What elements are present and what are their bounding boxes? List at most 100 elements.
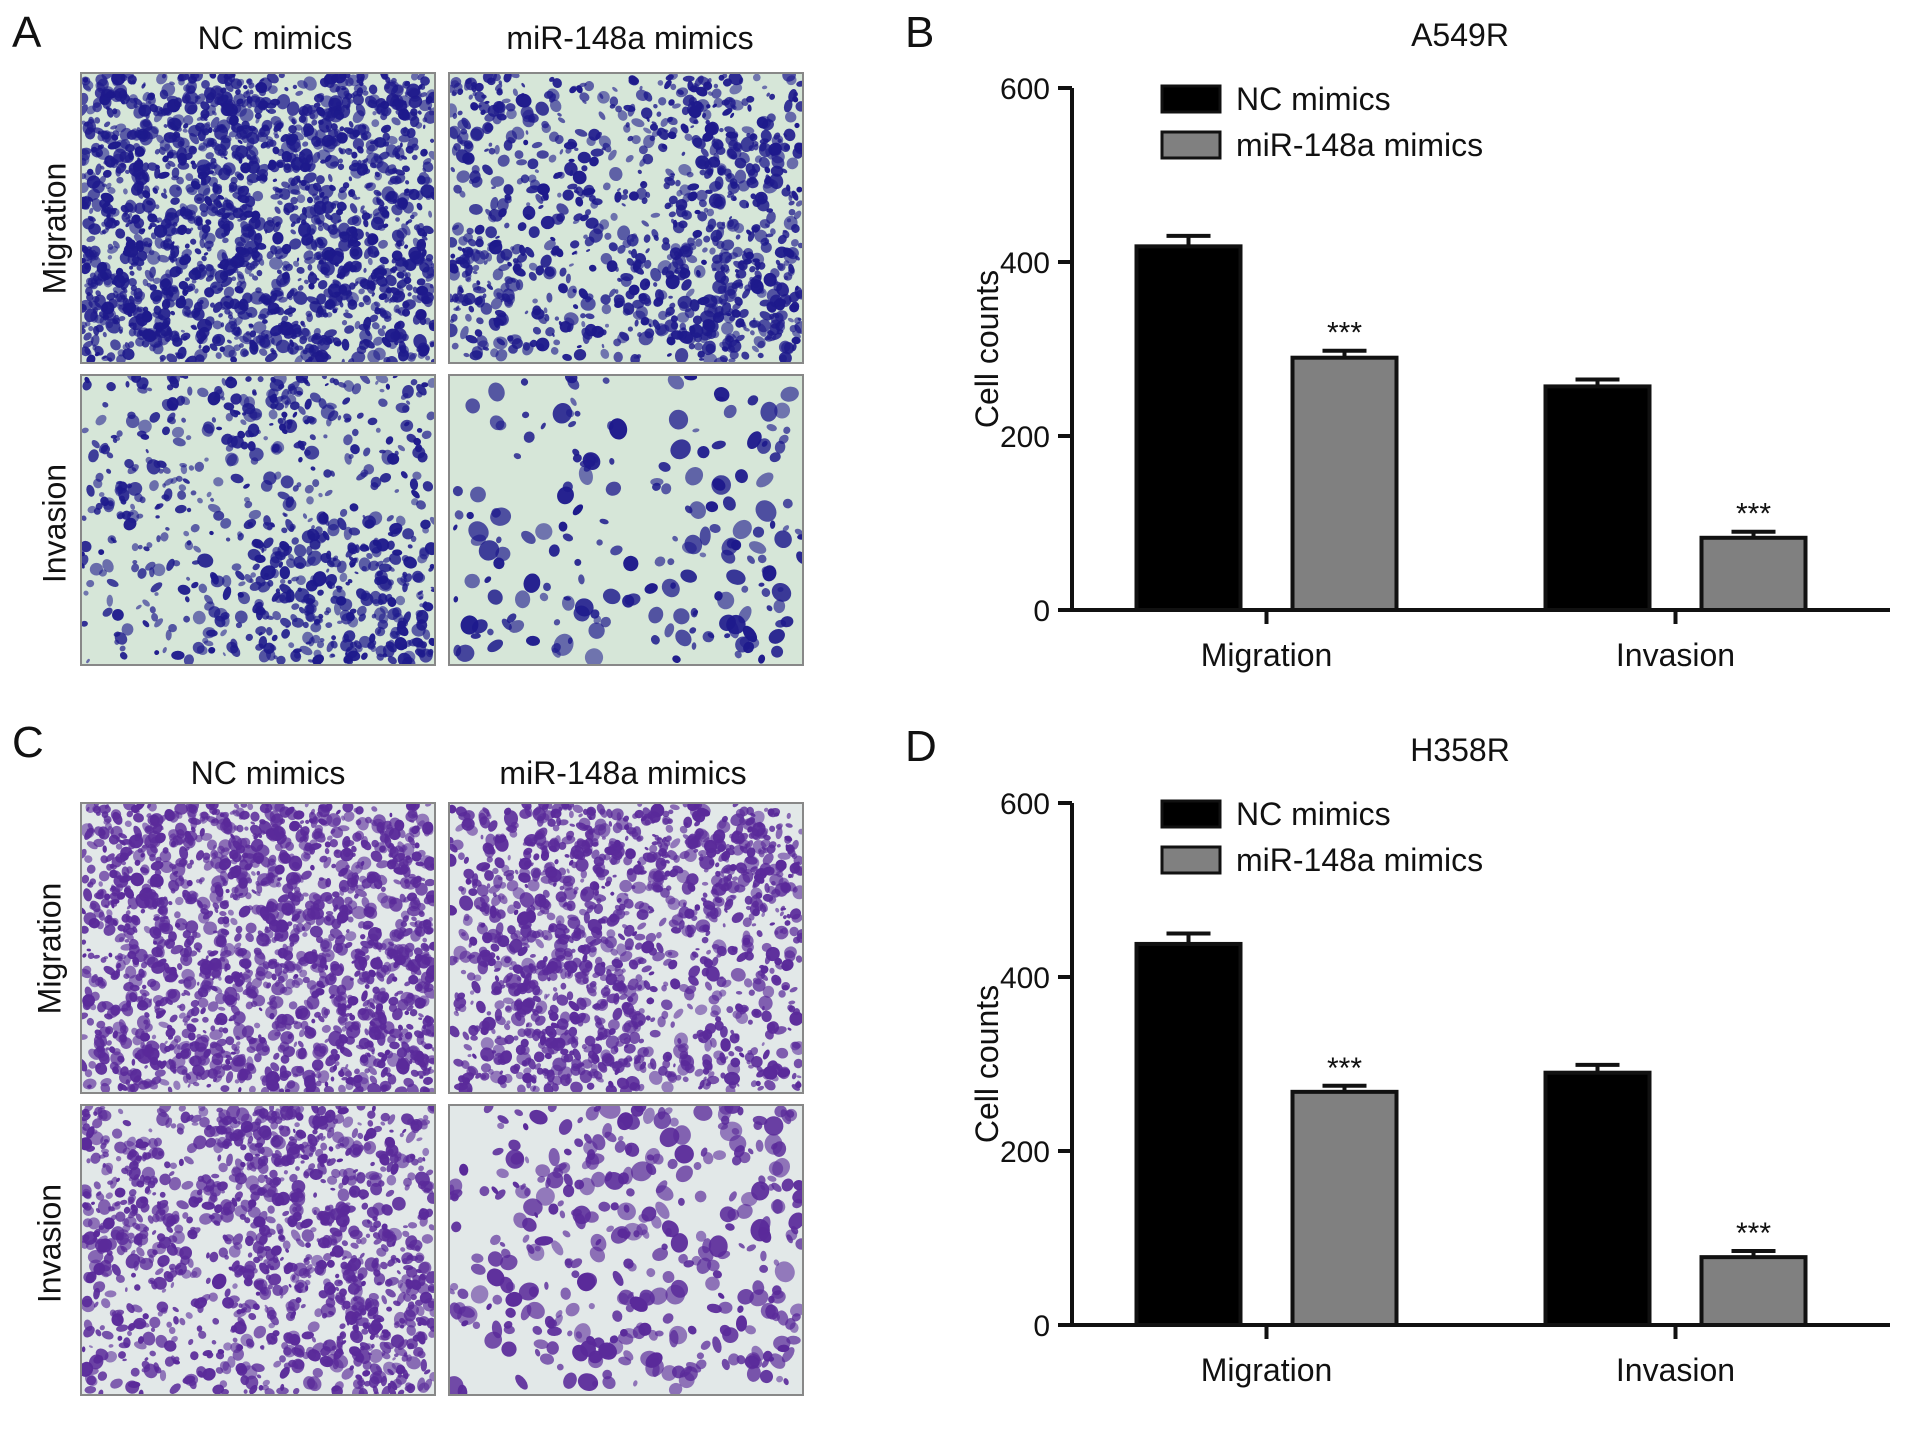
stained-cell [688,105,702,119]
stained-cell [171,167,180,179]
stained-cell [726,569,746,585]
stained-cell [394,169,406,176]
stained-cell [237,139,243,144]
stained-cell [199,827,205,837]
stained-cell [246,173,260,184]
stained-cell [302,621,309,629]
stained-cell [277,200,283,206]
stained-cell [756,438,772,454]
stained-cell [339,963,345,973]
stained-cell [326,128,332,133]
stained-cell [421,430,432,440]
stained-cell [676,312,690,323]
stained-cell [382,267,392,277]
stained-cell [369,314,379,323]
stained-cell [794,255,800,261]
stained-cell [514,150,524,159]
stained-cell [404,244,409,249]
stained-cell [754,270,762,279]
stained-cell [373,153,383,164]
stained-cell [220,276,233,288]
stained-cell [106,292,116,301]
stained-cell [395,217,400,222]
stained-cell [373,336,384,346]
stained-cell [188,465,195,471]
stained-cell [403,650,416,663]
stained-cell [160,240,170,250]
stained-cell [345,1070,352,1077]
stained-cell [233,153,242,162]
stained-cell [237,430,246,439]
stained-cell [529,179,541,190]
stained-cell [402,201,414,214]
stained-cell [620,194,628,200]
stained-cell [324,1038,330,1043]
stained-cell [373,814,386,828]
stained-cell [197,553,214,568]
stained-cell [215,335,221,344]
stained-cell [347,542,358,555]
stained-cell [351,231,358,238]
stained-cell [234,104,247,117]
stained-cell [419,99,433,112]
stained-cell [408,88,422,102]
stained-cell [487,589,503,605]
stained-cell [102,331,107,338]
stained-cell [400,345,406,353]
stained-cell [252,389,257,394]
stained-cell [613,351,623,362]
stained-cell [474,91,486,103]
stained-cell [293,1041,298,1048]
stained-cell [337,190,348,200]
stained-cell [584,81,595,92]
stained-cell [717,165,727,176]
stained-cell [83,332,92,341]
stained-cell [295,828,307,843]
stained-cell [697,211,708,222]
stained-cell [680,266,685,271]
stained-cell [755,500,777,522]
stained-cell [123,973,130,979]
stained-cell [465,77,478,91]
stained-cell [127,482,143,496]
stained-cell [86,168,94,176]
stained-cell [763,272,777,287]
stained-cell [347,98,354,104]
stained-cell [512,88,518,97]
stained-cell [150,232,157,240]
stained-cell [753,283,759,288]
stained-cell [247,423,260,437]
stained-cell [364,1006,369,1012]
stained-cell [226,376,234,382]
stained-cell [182,956,189,962]
stained-cell [149,606,156,614]
stained-cell [552,403,573,424]
stained-cell [159,146,166,155]
stained-cell [568,420,577,428]
stained-cell [135,604,142,610]
stained-cell [402,165,410,173]
stained-cell [562,481,573,493]
stained-cell [316,811,323,818]
stained-cell [95,1064,101,1070]
stained-cell [580,296,596,311]
stained-cell [245,932,254,943]
stained-cell [181,208,193,220]
stained-cell [295,562,305,569]
stained-cell [95,163,102,176]
stained-cell [774,402,791,419]
stained-cell [326,835,333,841]
stained-cell [163,132,177,143]
stained-cell [751,163,761,173]
stained-cell [698,199,707,208]
stained-cell [187,386,193,396]
stained-cell [256,163,269,176]
stained-cell [470,633,481,639]
stained-cell [324,489,333,497]
stained-cell [183,946,193,958]
stained-cell [363,267,367,273]
stained-cell [507,136,516,144]
stained-cell [579,82,587,87]
stained-cell [521,530,536,544]
stained-cell [496,536,502,544]
